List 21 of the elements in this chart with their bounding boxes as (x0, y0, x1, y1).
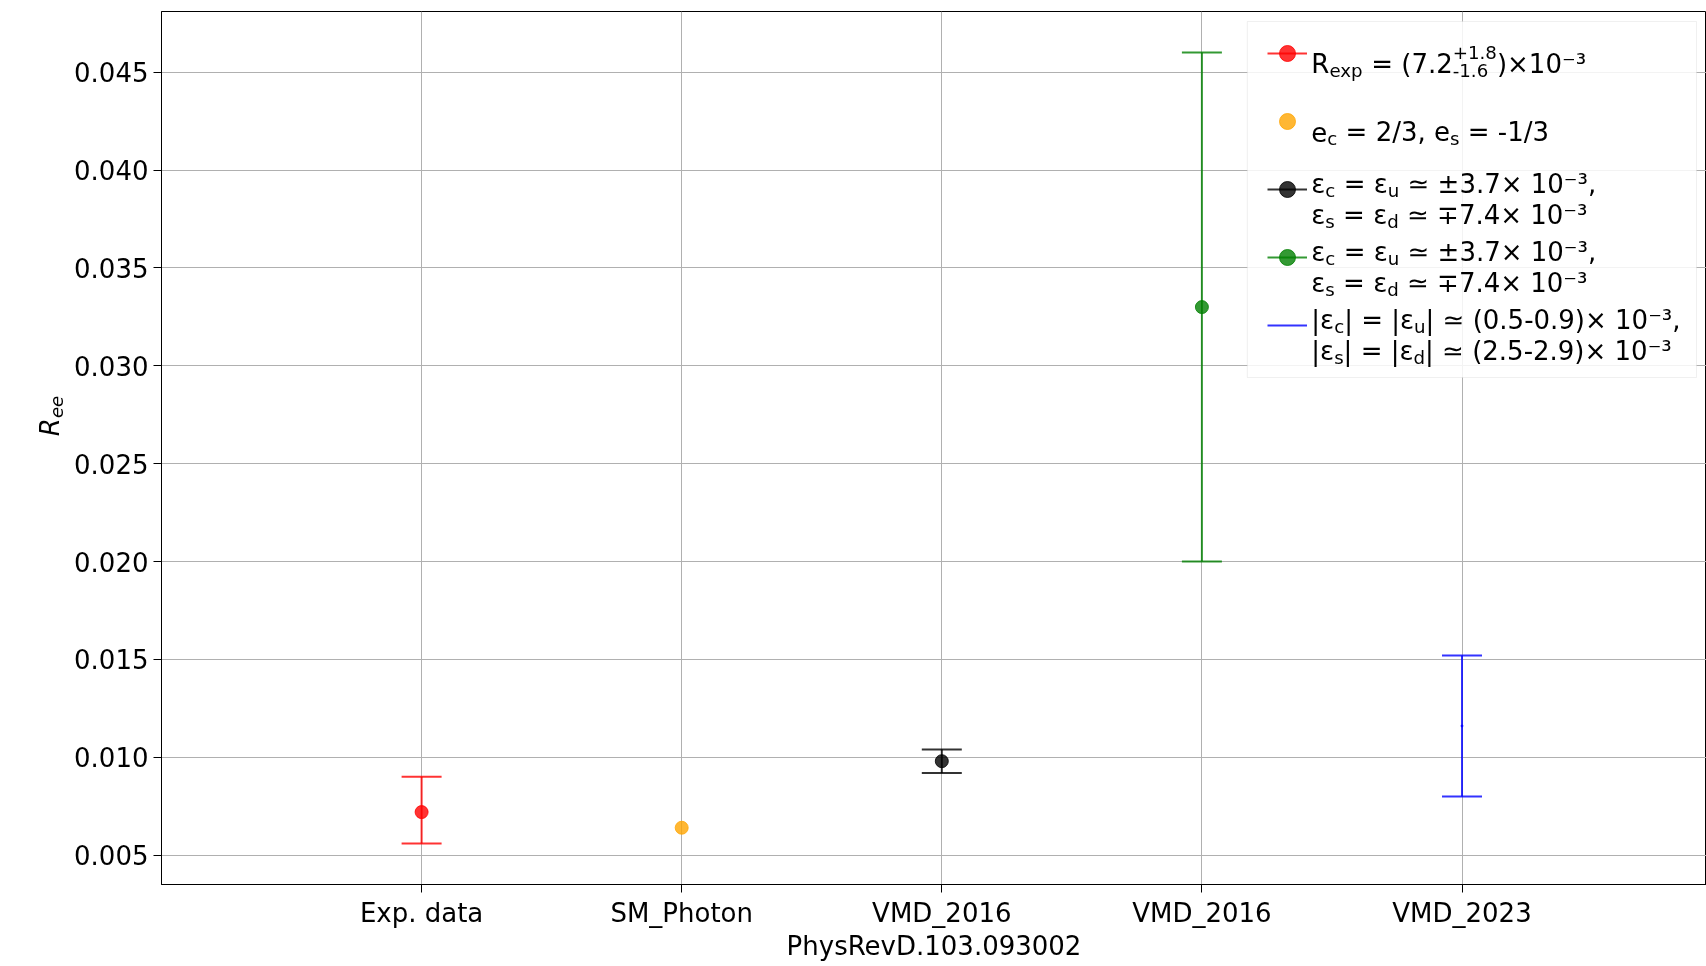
point (674, 820, 689, 835)
y-tick-label: 0.010 (74, 743, 149, 774)
x-axis-title: PhysRevD.103.093002 (786, 930, 1082, 961)
x-tick-label: SM_Photon (610, 897, 754, 928)
point (1194, 300, 1209, 315)
y-axis-title: Ree (34, 395, 67, 437)
y-tick-label: 0.020 (74, 547, 149, 578)
y-tick-label: 0.045 (74, 58, 149, 89)
x-tick-label: VMD_2016 (1132, 897, 1272, 928)
y-tick-label: 0.030 (74, 351, 149, 382)
y-tick-label: 0.035 (74, 253, 149, 284)
y-tick-label: 0.040 (74, 156, 149, 187)
point (414, 805, 429, 820)
y-tick-label: 0.015 (74, 645, 149, 676)
point (934, 754, 949, 769)
y-tick-label: 0.025 (74, 449, 149, 480)
x-tick-label: VMD_2016 (872, 897, 1012, 928)
x-tick-label: Exp. data (359, 897, 484, 928)
point (1460, 724, 1464, 728)
x-tick-label: VMD_2023 (1392, 897, 1532, 928)
y-tick-label: 0.005 (74, 841, 149, 872)
